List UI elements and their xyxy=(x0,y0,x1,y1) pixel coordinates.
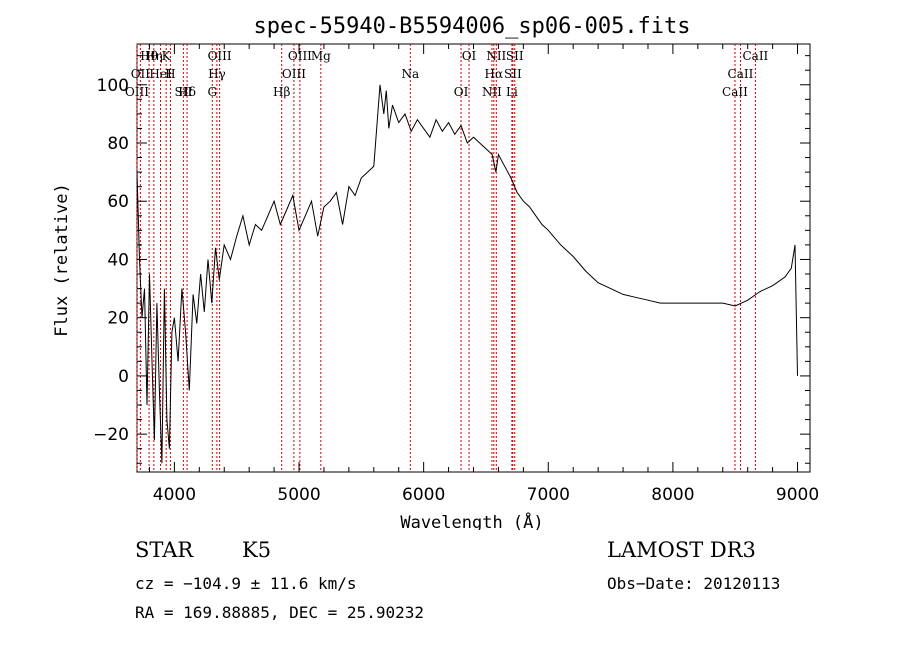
y-axis-ticks: −20 0 20 40 60 80 100 xyxy=(93,55,810,464)
x-axis-label: Wavelength (Å) xyxy=(400,511,543,530)
y-tick-label: −20 xyxy=(93,425,129,445)
emission-line-label: Mg xyxy=(311,49,331,63)
emission-line-label: SII xyxy=(504,67,522,81)
y-tick-label: 40 xyxy=(107,250,129,270)
emission-line-label: Hθ xyxy=(140,49,158,63)
emission-line-label: OII xyxy=(131,67,151,81)
emission-line-label: NII xyxy=(482,85,502,99)
object-subclass: K5 xyxy=(242,538,272,562)
emission-line-label: Hγ xyxy=(208,67,226,81)
emission-line-label: Hη xyxy=(145,49,163,63)
emission-line-label: OI xyxy=(462,49,477,63)
emission-line-label: OIII xyxy=(288,49,312,63)
x-tick-label: 5000 xyxy=(277,485,320,505)
y-tick-label: 80 xyxy=(107,134,129,154)
x-tick-label: 8000 xyxy=(651,485,694,505)
x-tick-label: 9000 xyxy=(776,485,819,505)
coordinates: RA = 169.88885, DEC = 25.90232 xyxy=(135,603,424,622)
emission-line-label: OIII xyxy=(208,49,232,63)
emission-line-label: CaII xyxy=(742,49,768,63)
emission-line-label: CaII xyxy=(722,85,748,99)
x-tick-label: 4000 xyxy=(153,485,196,505)
spectrum-chart: spec-55940-B5594006_sp06-005.fits Hθ OII O… xyxy=(52,14,819,530)
obs-date: Obs−Date: 20120113 xyxy=(607,574,781,593)
x-axis-ticks: 4000 5000 6000 7000 8000 9000 xyxy=(148,44,819,505)
velocity-readout: cz = −104.9 ± 11.6 km/s xyxy=(135,574,357,593)
emission-line-label: NII xyxy=(486,49,506,63)
x-tick-label: 7000 xyxy=(527,485,570,505)
emission-line-label: OIII xyxy=(282,67,306,81)
emission-line-label: Li xyxy=(506,85,518,99)
emission-line-label: SII xyxy=(175,85,193,99)
y-tick-label: 100 xyxy=(97,76,129,96)
y-tick-label: 0 xyxy=(118,367,129,387)
y-tick-label: 60 xyxy=(107,192,129,212)
emission-line-label: Hδ xyxy=(178,85,196,99)
y-tick-label: 20 xyxy=(107,309,129,329)
emission-line-label: HeI xyxy=(149,67,172,81)
emission-line-label: CaII xyxy=(728,67,754,81)
emission-line-label: Hα xyxy=(485,67,504,81)
emission-line-label: OI xyxy=(454,85,469,99)
chart-title: spec-55940-B5594006_sp06-005.fits xyxy=(253,14,690,39)
emission-line-label: Na xyxy=(401,67,419,81)
emission-line-label: G xyxy=(207,85,217,99)
emission-line-label: OIII xyxy=(125,85,149,99)
y-axis-label: Flux (relative) xyxy=(52,183,72,337)
x-tick-label: 6000 xyxy=(402,485,445,505)
spectrum-line xyxy=(136,84,798,464)
emission-line-labels: HθOIIOIIIHηHeISIIKHHδOIIIHγGOIIIOIIIHβMg… xyxy=(125,49,769,99)
emission-line-label: H xyxy=(165,67,175,81)
object-class: STAR xyxy=(135,538,194,562)
emission-line-label: K xyxy=(162,49,172,63)
plot-frame xyxy=(136,43,811,473)
emission-line-label: SII xyxy=(506,49,524,63)
survey-name: LAMOST DR3 xyxy=(607,538,756,562)
emission-line-label: Hβ xyxy=(273,85,290,99)
